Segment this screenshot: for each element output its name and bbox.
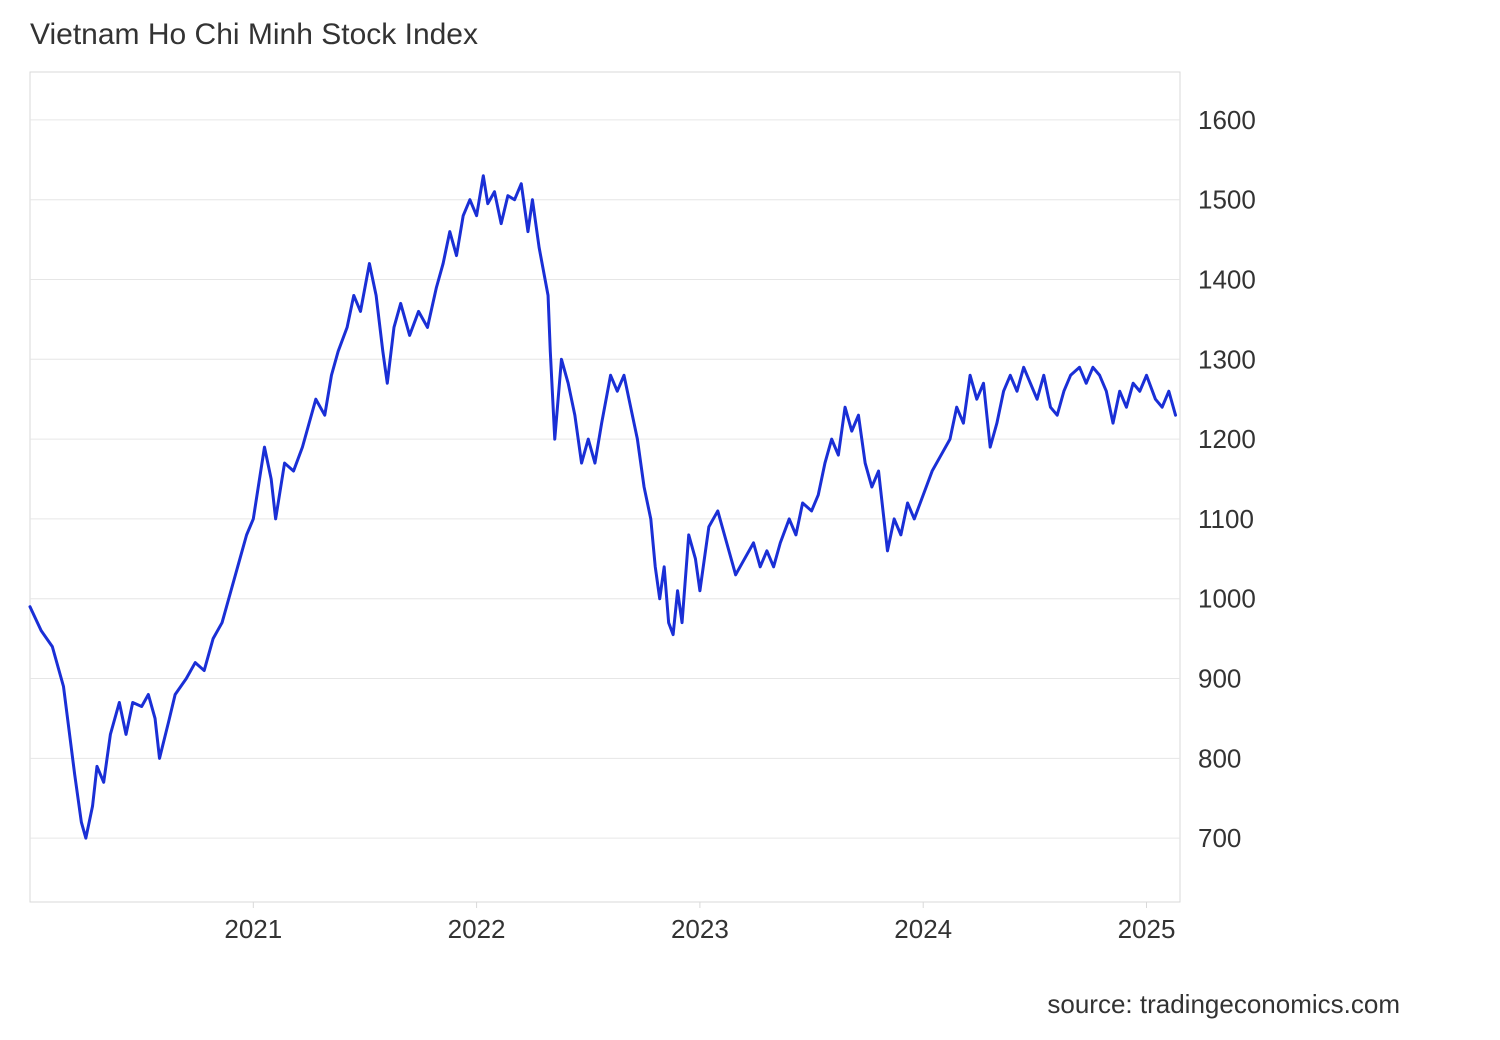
- y-tick-label: 1000: [1198, 584, 1256, 614]
- y-tick-label: 1400: [1198, 265, 1256, 295]
- y-tick-label: 1600: [1198, 105, 1256, 135]
- y-tick-label: 900: [1198, 664, 1241, 694]
- x-tick-label: 2023: [671, 914, 729, 944]
- x-axis: 2021 2022 2023 2024 2025: [224, 902, 1175, 944]
- source-attribution: source: tradingeconomics.com: [1047, 989, 1400, 1020]
- x-tick-label: 2021: [224, 914, 282, 944]
- y-tick-label: 1100: [1198, 504, 1254, 534]
- line-chart: 700 800 900 1000 1100 1200 1300 1400 1500 1600 202…: [20, 62, 1400, 962]
- chart-title: Vietnam Ho Chi Minh Stock Index: [30, 18, 478, 52]
- y-tick-label: 800: [1198, 743, 1241, 773]
- y-tick-label: 1300: [1198, 344, 1256, 374]
- x-tick-label: 2025: [1118, 914, 1176, 944]
- x-tick-label: 2022: [448, 914, 506, 944]
- y-tick-label: 700: [1198, 823, 1241, 853]
- x-tick-label: 2024: [894, 914, 952, 944]
- y-tick-label: 1200: [1198, 424, 1256, 454]
- y-tick-label: 1500: [1198, 185, 1256, 215]
- price-line: [30, 176, 1176, 838]
- chart-container: Vietnam Ho Chi Minh Stock Index 700 800 90…: [0, 0, 1500, 1040]
